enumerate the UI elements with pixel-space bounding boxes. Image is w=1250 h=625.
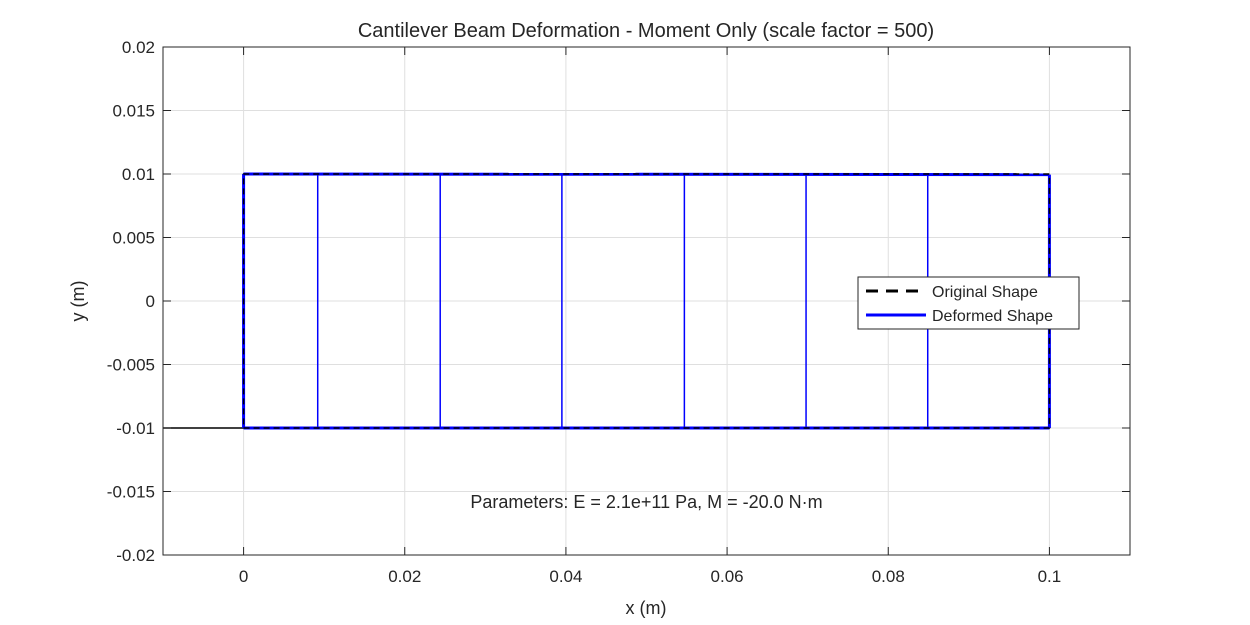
x-tick-label: 0.04	[549, 567, 582, 586]
y-axis-label: y (m)	[68, 281, 88, 322]
x-tick-label: 0.1	[1038, 567, 1062, 586]
y-tick-label: 0.005	[112, 229, 155, 248]
legend: Original Shape Deformed Shape	[857, 276, 1080, 330]
y-tick-label: -0.015	[107, 483, 155, 502]
legend-label-deformed: Deformed Shape	[932, 308, 1053, 325]
x-tick-label: 0.08	[872, 567, 905, 586]
legend-label-original: Original Shape	[932, 284, 1038, 301]
legend-box	[857, 276, 1080, 330]
x-tick-label: 0	[239, 567, 248, 586]
original-shape-outline	[242, 173, 1051, 429]
y-tick-label: -0.005	[107, 356, 155, 375]
y-tick-label: -0.02	[116, 546, 155, 565]
x-axis-label: x (m)	[626, 598, 667, 618]
y-tick-label: 0.02	[122, 38, 155, 57]
y-tick-label: 0	[146, 292, 155, 311]
y-tick-label: 0.01	[122, 165, 155, 184]
x-tick-label: 0.02	[388, 567, 421, 586]
y-tick-label: 0.015	[112, 102, 155, 121]
chart-title: Cantilever Beam Deformation - Moment Onl…	[358, 20, 934, 42]
parameters-annotation: Parameters: E = 2.1e+11 Pa, M = -20.0 N·…	[470, 492, 822, 512]
ticks: 0 0.02 0.04 0.06 0.08 0.1 -0.02 -0.015 -0.01 -0.0…	[107, 38, 1130, 586]
y-tick-label: -0.01	[116, 419, 155, 438]
x-tick-label: 0.06	[711, 567, 744, 586]
